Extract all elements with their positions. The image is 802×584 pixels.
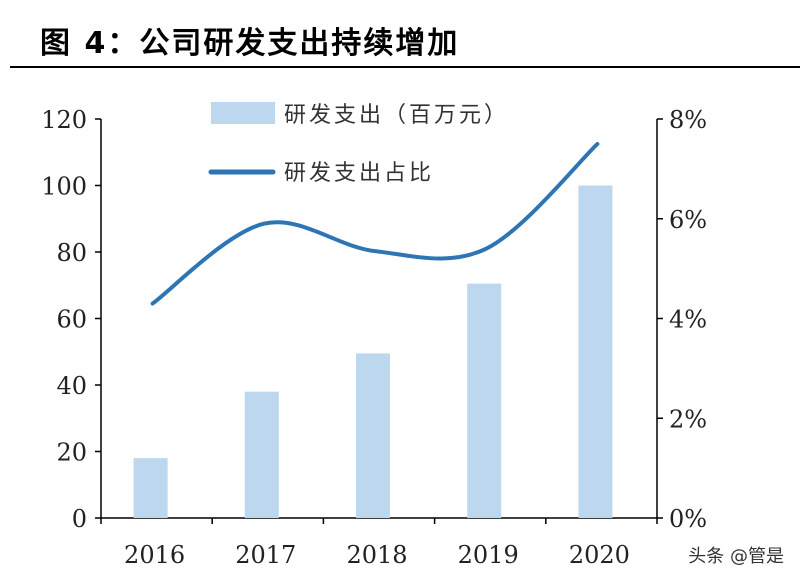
right-tick-label: 2% <box>669 405 707 433</box>
left-tick-label: 100 <box>41 173 87 201</box>
bar-2020 <box>578 185 613 518</box>
legend-bar-swatch <box>211 102 275 124</box>
title-rule <box>10 66 800 68</box>
x-tick-label: 2019 <box>458 541 519 569</box>
bar-2016 <box>133 458 168 518</box>
x-tick-label: 2016 <box>124 541 185 569</box>
left-tick-label: 60 <box>56 306 87 334</box>
x-tick-label: 2017 <box>235 541 296 569</box>
right-tick-label: 8% <box>669 106 707 134</box>
left-tick-label: 0 <box>72 505 87 533</box>
left-tick-label: 40 <box>56 372 87 400</box>
right-tick-label: 0% <box>669 505 707 533</box>
legend-bar-label: 研发支出（百万元） <box>284 103 509 128</box>
right-tick-label: 4% <box>669 306 707 334</box>
legend-line-label: 研发支出占比 <box>284 161 434 186</box>
bar-2018 <box>356 353 390 518</box>
left-tick-label: 80 <box>56 239 87 267</box>
figure-title: 图 4：公司研发支出持续增加 <box>40 26 460 61</box>
bar-2017 <box>244 391 279 518</box>
bar-2019 <box>467 283 502 518</box>
left-tick-label: 20 <box>56 439 87 467</box>
x-tick-label: 2018 <box>346 541 407 569</box>
x-tick-label: 2020 <box>569 541 630 569</box>
right-tick-label: 6% <box>669 206 707 234</box>
left-tick-label: 120 <box>41 106 87 134</box>
watermark: 头条 @管是 <box>688 546 784 567</box>
